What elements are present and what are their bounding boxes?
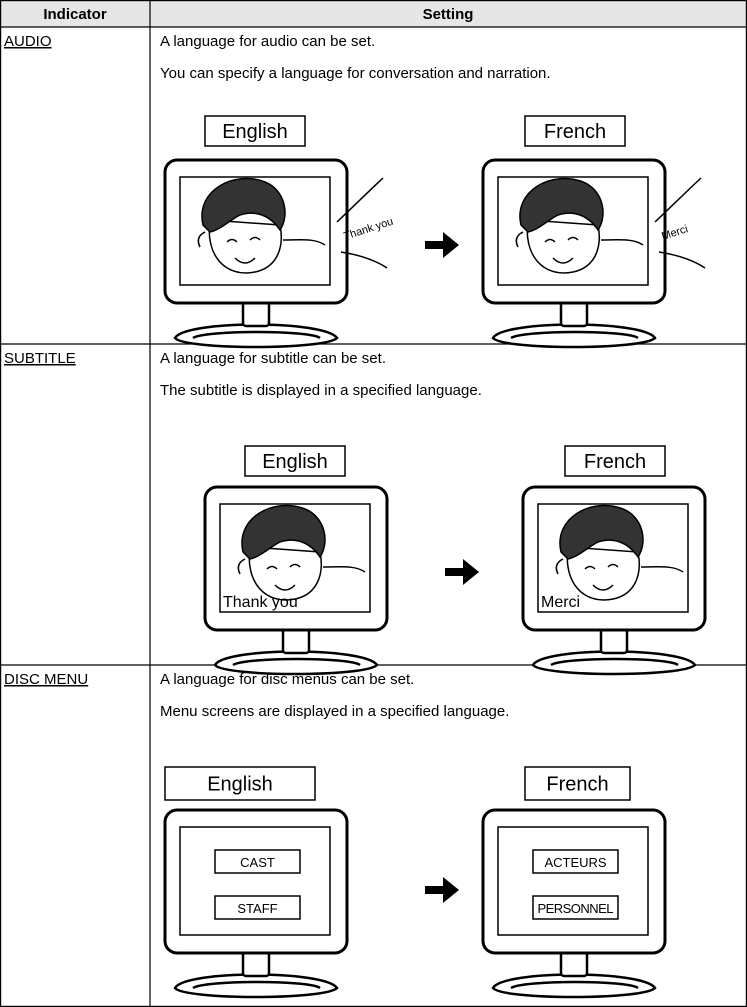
hair <box>559 504 644 560</box>
language-box <box>164 766 316 801</box>
speech-lines <box>336 177 388 269</box>
face <box>526 219 600 274</box>
monitor: Merci <box>481 158 706 349</box>
menu-button-text: CAST <box>240 855 275 870</box>
setting-text: Menu screens are displayed in a specifie… <box>160 703 509 720</box>
header-indicator: Indicator <box>43 6 107 23</box>
monitor-base <box>491 973 657 999</box>
language-box <box>204 115 306 147</box>
menu-button-text: PERSONNEL <box>538 901 614 916</box>
language-box <box>524 766 631 801</box>
indicator: DISC MENU <box>4 671 88 688</box>
speech-lines <box>654 177 706 269</box>
subtitle-text: Merci <box>541 594 580 611</box>
face-detail <box>555 558 684 591</box>
setting-text: A language for disc menus can be set. <box>160 671 414 688</box>
hair <box>241 504 326 560</box>
hair <box>519 177 604 233</box>
header-bg <box>0 0 747 27</box>
speech-text: Thank you <box>342 216 395 243</box>
monitor: Thank you <box>163 158 395 349</box>
monitor: Thank you <box>203 485 389 676</box>
monitor-base <box>531 650 697 676</box>
language-label: English <box>222 121 288 143</box>
face <box>208 219 282 274</box>
setting-text: You can specify a language for conversat… <box>160 65 551 82</box>
menu-button-text: ACTEURS <box>544 855 606 870</box>
monitor-base <box>491 323 657 349</box>
indicator: AUDIO <box>4 33 52 50</box>
language-label: English <box>262 451 328 473</box>
language-box <box>524 115 626 147</box>
menu-button <box>214 895 301 920</box>
language-label: French <box>546 774 608 796</box>
setting-text: The subtitle is displayed in a specified… <box>160 382 482 399</box>
face <box>248 546 322 601</box>
monitor-base <box>173 323 339 349</box>
monitor-base <box>173 973 339 999</box>
arrow <box>425 232 459 258</box>
setting-text: A language for audio can be set. <box>160 33 375 50</box>
language-box <box>564 445 666 477</box>
monitor: CAST STAFF <box>163 808 349 999</box>
face-detail <box>237 558 366 591</box>
language-label: English <box>207 774 273 796</box>
monitor: ACTEURS PERSONNEL <box>481 808 667 999</box>
menu-button-text: STAFF <box>237 901 277 916</box>
arrow <box>425 877 459 903</box>
face <box>566 546 640 601</box>
header-setting: Setting <box>423 6 474 23</box>
indicator: SUBTITLE <box>4 350 76 367</box>
monitor: Merci <box>521 485 707 676</box>
monitor-screen <box>179 826 331 936</box>
language-box <box>244 445 346 477</box>
hair <box>201 177 286 233</box>
setting-text: A language for subtitle can be set. <box>160 350 386 367</box>
language-label: French <box>584 451 646 473</box>
menu-button <box>214 849 301 874</box>
language-label: French <box>544 121 606 143</box>
arrow <box>445 559 479 585</box>
menu-button <box>532 849 619 874</box>
face-detail <box>515 231 644 264</box>
subtitle-text: Thank you <box>223 594 298 611</box>
face-detail <box>197 231 326 264</box>
menu-button <box>532 895 619 920</box>
monitor-base <box>213 650 379 676</box>
